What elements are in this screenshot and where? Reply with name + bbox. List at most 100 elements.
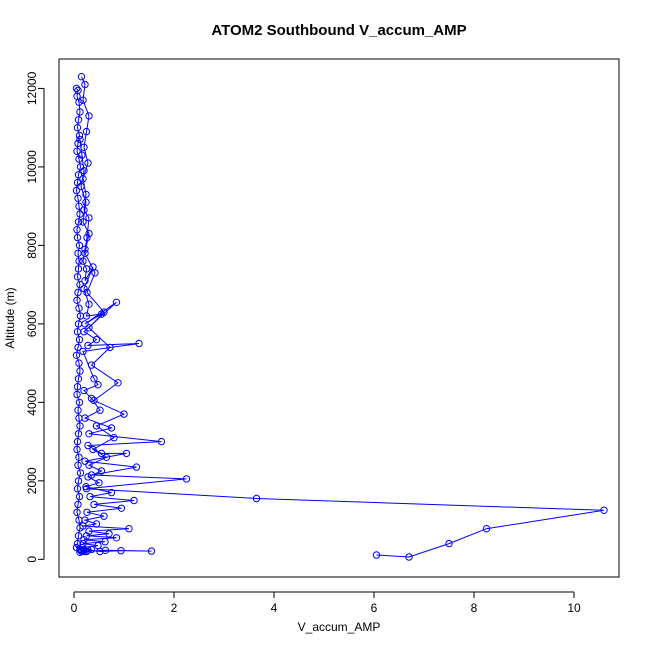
data-point <box>74 288 82 297</box>
data-point <box>76 210 84 218</box>
data-point <box>92 422 101 430</box>
data-point <box>75 492 84 501</box>
data-point <box>75 398 84 407</box>
data-point <box>82 190 90 199</box>
data-point <box>74 461 82 469</box>
data-point <box>83 288 91 297</box>
data-point <box>80 143 88 152</box>
data-point <box>75 335 84 344</box>
data-point <box>79 539 87 548</box>
data-point <box>74 218 83 226</box>
x-tick-label: 0 <box>71 601 78 615</box>
data-point <box>81 249 89 258</box>
data-point <box>117 504 126 512</box>
data-point <box>97 449 106 458</box>
series-points <box>72 73 608 561</box>
data-point <box>84 441 92 450</box>
data-point <box>76 135 84 144</box>
data-point <box>72 186 81 195</box>
data-point <box>73 390 81 399</box>
y-tick-label: 12000 <box>25 71 39 105</box>
data-point <box>89 445 97 454</box>
data-point <box>76 367 84 375</box>
data-point <box>74 249 82 258</box>
data-point <box>101 546 110 554</box>
data-point <box>73 233 82 242</box>
data-point <box>100 512 108 520</box>
data-point <box>77 182 85 191</box>
data-point <box>157 437 166 446</box>
data-point <box>482 525 491 533</box>
data-point <box>87 545 96 554</box>
data-point <box>82 265 91 273</box>
data-point <box>73 437 82 446</box>
data-point <box>72 84 81 93</box>
data-point <box>117 547 125 555</box>
data-point <box>77 547 85 555</box>
y-tick-label: 4000 <box>25 389 39 416</box>
series-line-1 <box>75 88 152 553</box>
data-point <box>81 277 89 285</box>
data-point <box>75 131 84 140</box>
data-point <box>114 379 122 387</box>
data-point <box>79 175 87 183</box>
data-point <box>101 538 109 546</box>
data-point <box>107 424 116 432</box>
data-point <box>74 532 83 540</box>
data-point <box>92 520 101 528</box>
data-point <box>80 386 88 395</box>
y-axis: 0 2000 4000 6000 8000 10000 12000 <box>25 71 45 563</box>
data-point <box>74 430 83 438</box>
data-point <box>79 522 87 530</box>
data-point <box>105 530 113 538</box>
data-point <box>112 534 121 542</box>
data-point <box>94 381 102 389</box>
data-point <box>84 159 92 167</box>
x-tick-label: 6 <box>371 601 378 615</box>
data-point <box>91 269 99 277</box>
data-point <box>86 492 94 501</box>
data-point <box>81 320 89 328</box>
data-point <box>74 194 82 203</box>
x-tick-label: 4 <box>271 601 278 615</box>
data-point <box>84 341 92 350</box>
data-point <box>372 551 381 559</box>
data-point <box>73 124 82 132</box>
data-point <box>82 312 91 320</box>
data-point <box>85 214 93 222</box>
data-point <box>80 536 88 544</box>
data-point <box>100 308 108 316</box>
y-tick-label: 6000 <box>25 310 39 337</box>
data-point <box>182 475 191 483</box>
data-point <box>445 539 453 548</box>
data-point <box>74 406 82 414</box>
data-point <box>87 471 96 479</box>
data-point <box>75 453 83 461</box>
data-point <box>405 553 413 561</box>
y-tick-label: 10000 <box>25 150 39 184</box>
data-point <box>81 414 89 422</box>
data-point <box>74 477 83 485</box>
data-point <box>92 335 101 344</box>
data-point <box>74 139 82 148</box>
y-tick-label: 2000 <box>25 467 39 494</box>
data-point <box>83 508 91 516</box>
data-point <box>81 457 89 465</box>
data-point <box>130 496 138 505</box>
data-point <box>110 434 118 442</box>
y-tick-label: 0 <box>25 556 39 563</box>
data-point <box>122 449 131 458</box>
data-point <box>76 108 84 116</box>
data-point <box>81 245 89 254</box>
data-point <box>82 127 91 136</box>
data-point <box>84 473 92 481</box>
data-point <box>79 347 87 356</box>
data-point <box>85 300 93 308</box>
data-point <box>79 218 87 226</box>
data-point <box>85 229 93 238</box>
data-point <box>75 202 83 210</box>
data-point <box>85 112 93 120</box>
x-axis-label: V_accum_AMP <box>298 620 381 634</box>
